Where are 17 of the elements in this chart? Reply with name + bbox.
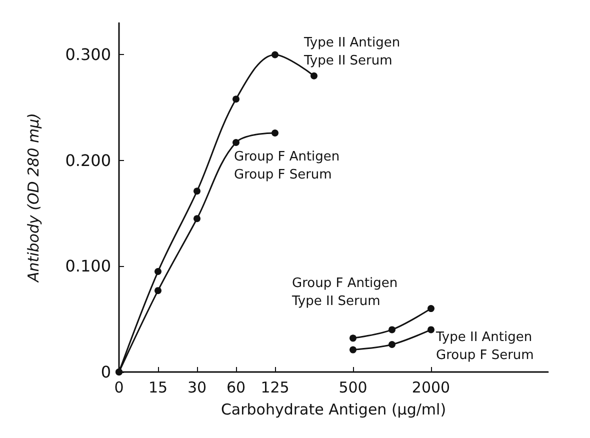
series-label: Type II Antigen Group F Serum: [435, 330, 534, 364]
y-tick-label: 0.200: [65, 150, 111, 170]
y-tick-label: 0.300: [65, 45, 111, 64]
x-tick-label: 500: [338, 378, 368, 396]
x-axis-title: Carbohydrate Antigen (μg/ml): [220, 400, 446, 418]
series-label: Group F Antigen Type II Serum: [291, 276, 398, 310]
x-tick-label: 125: [260, 378, 290, 396]
series-label: Group F Antigen Group F Serum: [234, 149, 340, 182]
x-tick-label: 60: [226, 378, 246, 396]
x-tick-label: 30: [187, 378, 207, 396]
x-tick-label: 15: [148, 378, 168, 396]
y-tick-label: 0.100: [65, 256, 111, 276]
series-label: Type II Antigen Type II Serum: [303, 35, 400, 68]
x-tick-label: 2000: [412, 378, 450, 396]
y-tick-label: 0: [100, 362, 111, 382]
x-tick-label: 0: [114, 378, 124, 396]
y-axis-title: Antibody (OD 280 mμ): [24, 112, 42, 284]
